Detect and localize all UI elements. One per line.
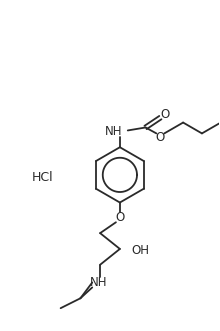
Text: O: O <box>115 211 125 224</box>
Text: NH: NH <box>89 276 107 289</box>
Text: OH: OH <box>132 244 150 258</box>
Text: NH: NH <box>105 125 123 138</box>
Text: O: O <box>156 131 165 144</box>
Text: HCl: HCl <box>32 171 54 184</box>
Text: O: O <box>161 108 170 121</box>
